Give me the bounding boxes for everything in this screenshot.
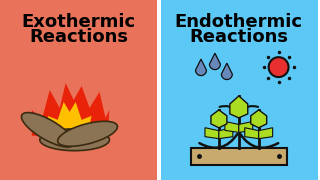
Polygon shape [210,53,220,70]
Bar [191,148,287,165]
Polygon shape [205,128,219,139]
Polygon shape [239,122,253,132]
Polygon shape [219,128,233,139]
Circle shape [269,57,289,77]
Polygon shape [259,128,273,139]
Polygon shape [221,63,232,80]
Polygon shape [251,110,267,128]
Text: Reactions: Reactions [189,28,288,46]
Polygon shape [196,59,206,76]
Ellipse shape [21,112,74,147]
Polygon shape [245,128,259,139]
Polygon shape [211,110,227,128]
Bar [157,1,161,180]
Ellipse shape [58,121,117,146]
Polygon shape [230,96,248,118]
Bar [159,1,318,180]
Ellipse shape [40,129,109,151]
Text: Exothermic: Exothermic [21,13,136,31]
Bar [0,1,159,180]
Text: Reactions: Reactions [29,28,128,46]
Text: Endothermic: Endothermic [175,13,303,31]
Polygon shape [225,122,239,132]
Polygon shape [32,83,109,136]
Polygon shape [48,102,92,134]
